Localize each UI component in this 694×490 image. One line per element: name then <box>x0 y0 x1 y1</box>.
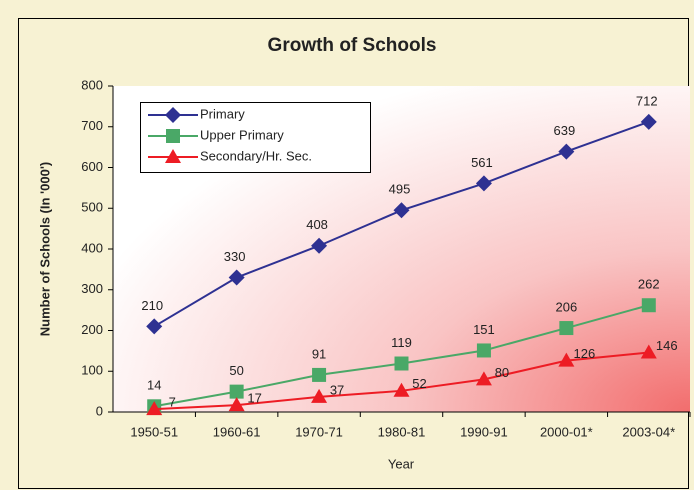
y-tick-label: 600 <box>81 159 103 174</box>
data-label: 210 <box>141 298 163 313</box>
data-label: 712 <box>636 93 658 108</box>
data-point <box>228 269 245 286</box>
data-point <box>558 143 575 160</box>
data-point <box>640 344 657 359</box>
data-label: 17 <box>247 391 261 406</box>
data-point <box>393 202 410 219</box>
data-point <box>229 384 244 399</box>
x-tick-label: 1950-51 <box>130 424 178 439</box>
data-label: 639 <box>554 123 576 138</box>
data-label: 80 <box>495 365 509 380</box>
legend-label: Primary <box>200 106 245 121</box>
y-tick-label: 400 <box>81 240 103 255</box>
x-tick-label: 2000-01* <box>540 424 593 439</box>
y-axis-label: Number of Schools (In '000') <box>37 162 52 336</box>
y-tick-label: 500 <box>81 200 103 215</box>
chart-title: Growth of Schools <box>268 35 437 56</box>
data-point <box>559 321 574 336</box>
legend-marker <box>165 149 181 163</box>
data-point <box>311 237 328 254</box>
legend-label: Secondary/Hr. Sec. <box>200 148 312 163</box>
data-label: 206 <box>556 299 578 314</box>
data-point <box>475 175 492 192</box>
x-tick-label: 1980-81 <box>378 424 426 439</box>
data-label: 37 <box>330 382 344 397</box>
data-point <box>228 397 245 412</box>
data-label: 408 <box>306 217 328 232</box>
data-label: 561 <box>471 155 493 170</box>
data-label: 50 <box>229 363 243 378</box>
x-tick-label: 1970-71 <box>295 424 343 439</box>
data-label: 91 <box>312 346 326 361</box>
legend-marker <box>165 107 181 123</box>
data-point <box>476 343 491 358</box>
data-label: 7 <box>169 395 176 410</box>
y-tick-label: 200 <box>81 322 103 337</box>
x-tick-label: 1990-91 <box>460 424 508 439</box>
data-label: 151 <box>473 322 495 337</box>
data-label: 119 <box>391 335 412 350</box>
data-label: 146 <box>656 338 678 353</box>
data-point <box>146 401 163 416</box>
data-point <box>641 298 656 313</box>
data-label: 262 <box>638 277 660 292</box>
y-tick-label: 0 <box>96 403 103 418</box>
data-point <box>558 352 575 367</box>
data-point <box>311 388 328 403</box>
y-tick-label: 300 <box>81 281 103 296</box>
data-label: 126 <box>574 346 596 361</box>
data-label: 495 <box>389 182 411 197</box>
data-label: 52 <box>412 376 426 391</box>
legend-label: Upper Primary <box>200 127 284 142</box>
y-tick-label: 100 <box>81 363 103 378</box>
data-point <box>475 371 492 386</box>
x-tick-label: 2003-04* <box>622 424 675 439</box>
data-point <box>312 367 327 382</box>
data-point <box>394 356 409 371</box>
data-label: 14 <box>147 378 161 393</box>
x-tick-label: 1960-61 <box>213 424 261 439</box>
x-axis-label: Year <box>388 456 415 471</box>
legend-marker <box>166 129 180 143</box>
data-point <box>393 382 410 397</box>
data-point <box>146 318 163 335</box>
y-tick-label: 700 <box>81 118 103 133</box>
data-point <box>640 113 657 130</box>
data-label: 330 <box>224 249 246 264</box>
y-tick-label: 800 <box>81 77 103 92</box>
